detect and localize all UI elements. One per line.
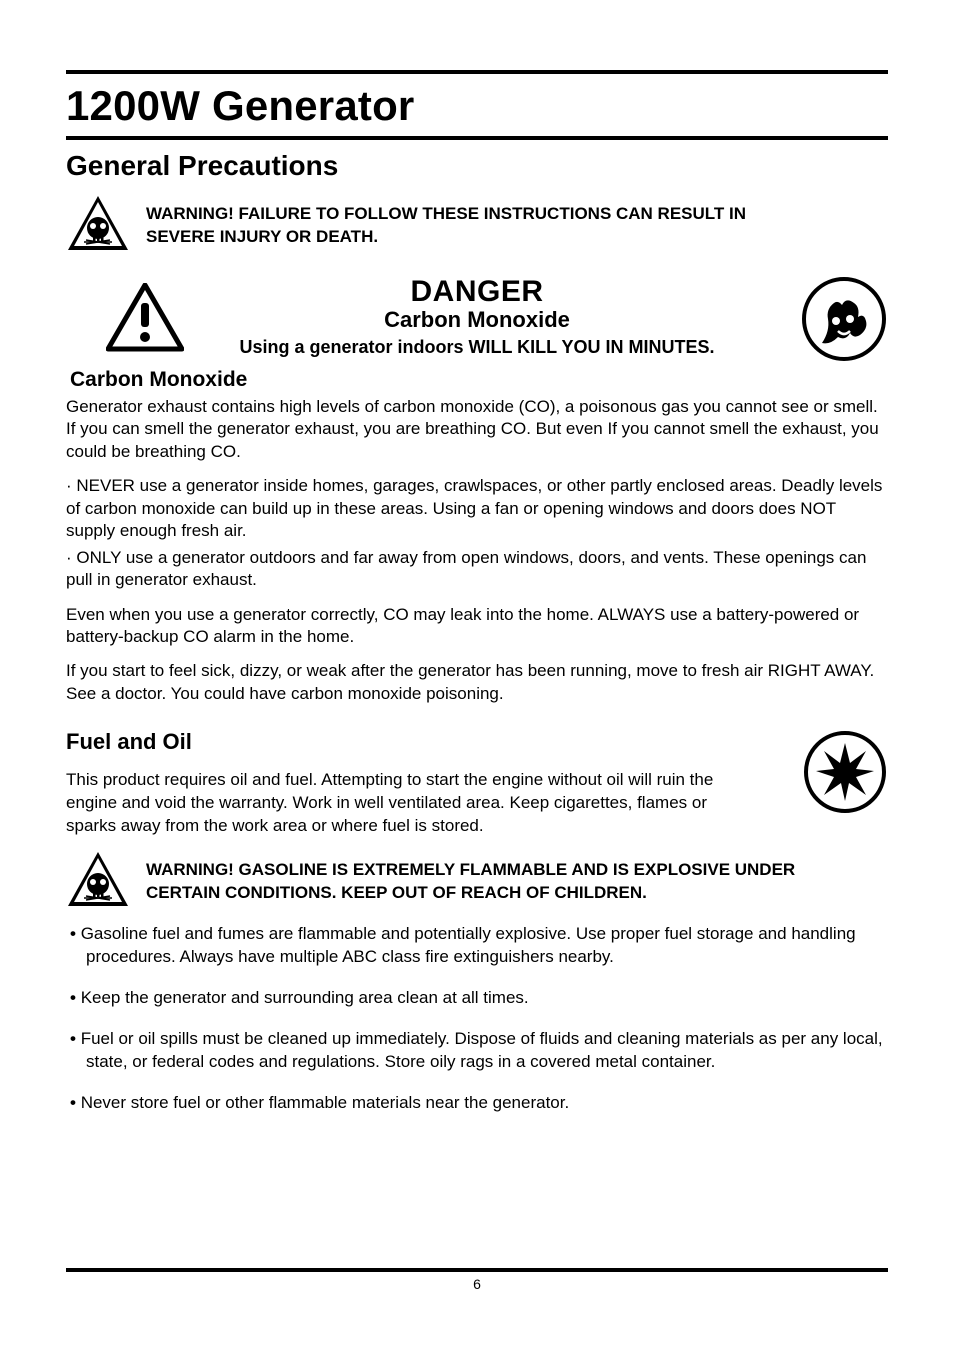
noxious-fumes-icon: [800, 275, 888, 368]
caution-triangle-icon: [106, 283, 184, 358]
danger-title: DANGER: [239, 275, 714, 309]
co-paragraph-2: · NEVER use a generator inside homes, ga…: [66, 475, 888, 542]
fuel-bullets: Gasoline fuel and fumes are flammable an…: [70, 923, 888, 1115]
co-paragraph-1: Generator exhaust contains high levels o…: [66, 396, 888, 463]
co-paragraph-3: · ONLY use a generator outdoors and far …: [66, 547, 888, 592]
fuel-oil-heading: Fuel and Oil: [66, 729, 746, 755]
fuel-intro-text: This product requires oil and fuel. Atte…: [66, 769, 746, 838]
bullet-item: Gasoline fuel and fumes are flammable an…: [70, 923, 888, 969]
bullet-item: Fuel or oil spills must be cleaned up im…: [70, 1028, 888, 1074]
top-rule: [66, 70, 888, 74]
page-number: 6: [66, 1276, 888, 1292]
explosion-icon: [802, 729, 888, 820]
warning-row-1: WARNING! FAILURE TO FOLLOW THESE INSTRUC…: [66, 194, 888, 257]
danger-block: DANGER Carbon Monoxide Using a generator…: [66, 275, 888, 358]
fuel-oil-row: Fuel and Oil This product requires oil a…: [66, 729, 888, 838]
co-paragraph-4: Even when you use a generator correctly,…: [66, 604, 888, 649]
bullet-item: Keep the generator and surrounding area …: [70, 987, 888, 1010]
doc-title: 1200W Generator: [66, 82, 888, 130]
warning-1-text: WARNING! FAILURE TO FOLLOW THESE INSTRUC…: [146, 203, 786, 249]
carbon-monoxide-subhead: Carbon Monoxide: [70, 368, 888, 392]
footer-rule: [66, 1268, 888, 1272]
warning-2-text: WARNING! GASOLINE IS EXTREMELY FLAMMABLE…: [146, 859, 846, 905]
skull-triangle-icon: [66, 850, 130, 913]
danger-line: Using a generator indoors WILL KILL YOU …: [239, 337, 714, 358]
title-rule: [66, 136, 888, 140]
danger-sub: Carbon Monoxide: [239, 307, 714, 333]
general-precautions-heading: General Precautions: [66, 150, 888, 182]
warning-row-2: WARNING! GASOLINE IS EXTREMELY FLAMMABLE…: [66, 850, 888, 913]
co-paragraph-5: If you start to feel sick, dizzy, or wea…: [66, 660, 888, 705]
page: 1200W Generator General Precautions WARN…: [0, 0, 954, 1350]
page-footer: 6: [66, 1268, 888, 1292]
skull-triangle-icon: [66, 194, 130, 257]
bullet-item: Never store fuel or other flammable mate…: [70, 1092, 888, 1115]
